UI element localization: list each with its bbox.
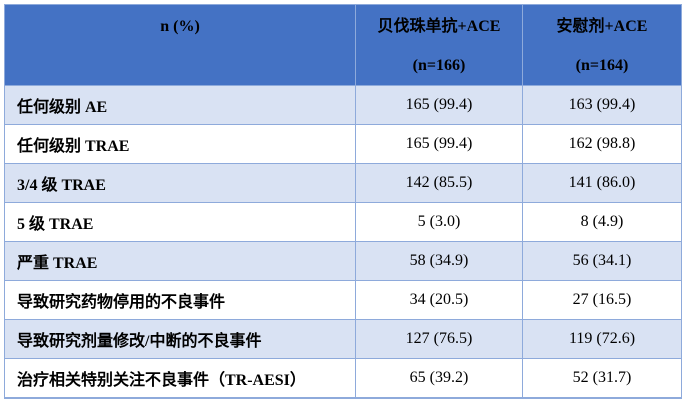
row-label-cell: 导致研究剂量修改/中断的不良事件 — [4, 319, 356, 359]
placebo-ace-value-cell: 56 (34.1) — [522, 241, 682, 281]
bev-ace-value-cell: 127 (76.5) — [355, 319, 523, 359]
row-label-cell: 导致研究药物停用的不良事件 — [4, 280, 356, 320]
row-label-cell: 任何级别 AE — [4, 85, 356, 125]
bev-ace-n-count: (n=166) — [412, 57, 466, 74]
placebo-ace-n-count: (n=164) — [575, 57, 629, 74]
placebo-ace-value-cell: 162 (98.8) — [522, 124, 682, 164]
bev-ace-group-label: 贝伐珠单抗+ACE — [377, 18, 501, 35]
table-row: 任何级别 AE 165 (99.4) 163 (99.4) — [4, 85, 682, 125]
table-row: 导致研究药物停用的不良事件 34 (20.5) 27 (16.5) — [4, 280, 682, 320]
table-header: n (%) 贝伐珠单抗+ACE (n=166) 安慰剂+ACE (n=164) — [4, 4, 682, 86]
bev-ace-value-cell: 58 (34.9) — [355, 241, 523, 281]
header-cell-placebo-ace: 安慰剂+ACE (n=164) — [522, 4, 682, 86]
header-cell-n-percent: n (%) — [4, 4, 356, 86]
placebo-ace-value-cell: 163 (99.4) — [522, 85, 682, 125]
row-label-cell: 5 级 TRAE — [4, 202, 356, 242]
header-cell-bev-ace: 贝伐珠单抗+ACE (n=166) — [355, 4, 523, 86]
bev-ace-value-cell: 142 (85.5) — [355, 163, 523, 203]
bev-ace-value-cell: 165 (99.4) — [355, 85, 523, 125]
adverse-events-table: n (%) 贝伐珠单抗+ACE (n=166) 安慰剂+ACE (n=164) … — [4, 4, 682, 399]
placebo-ace-value-cell: 8 (4.9) — [522, 202, 682, 242]
header-n-percent-label: n (%) — [160, 18, 200, 35]
row-label-cell: 治疗相关特别关注不良事件（TR-AESI） — [4, 358, 356, 399]
row-label-cell: 严重 TRAE — [4, 241, 356, 281]
table-row: 3/4 级 TRAE 142 (85.5) 141 (86.0) — [4, 163, 682, 203]
placebo-ace-value-cell: 52 (31.7) — [522, 358, 682, 399]
placebo-ace-value-cell: 27 (16.5) — [522, 280, 682, 320]
placebo-ace-value-cell: 141 (86.0) — [522, 163, 682, 203]
placebo-ace-group-label: 安慰剂+ACE — [556, 18, 648, 35]
table-row: 5 级 TRAE 5 (3.0) 8 (4.9) — [4, 202, 682, 242]
table-body: 任何级别 AE 165 (99.4) 163 (99.4) 任何级别 TRAE … — [4, 85, 682, 399]
bev-ace-value-cell: 34 (20.5) — [355, 280, 523, 320]
table-row: 治疗相关特别关注不良事件（TR-AESI） 65 (39.2) 52 (31.7… — [4, 358, 682, 399]
bev-ace-value-cell: 5 (3.0) — [355, 202, 523, 242]
bev-ace-value-cell: 65 (39.2) — [355, 358, 523, 399]
placebo-ace-value-cell: 119 (72.6) — [522, 319, 682, 359]
header-row: n (%) 贝伐珠单抗+ACE (n=166) 安慰剂+ACE (n=164) — [4, 4, 682, 86]
row-label-cell: 3/4 级 TRAE — [4, 163, 356, 203]
row-label-cell: 任何级别 TRAE — [4, 124, 356, 164]
table-row: 严重 TRAE 58 (34.9) 56 (34.1) — [4, 241, 682, 281]
table-row: 任何级别 TRAE 165 (99.4) 162 (98.8) — [4, 124, 682, 164]
table-row: 导致研究剂量修改/中断的不良事件 127 (76.5) 119 (72.6) — [4, 319, 682, 359]
bev-ace-value-cell: 165 (99.4) — [355, 124, 523, 164]
